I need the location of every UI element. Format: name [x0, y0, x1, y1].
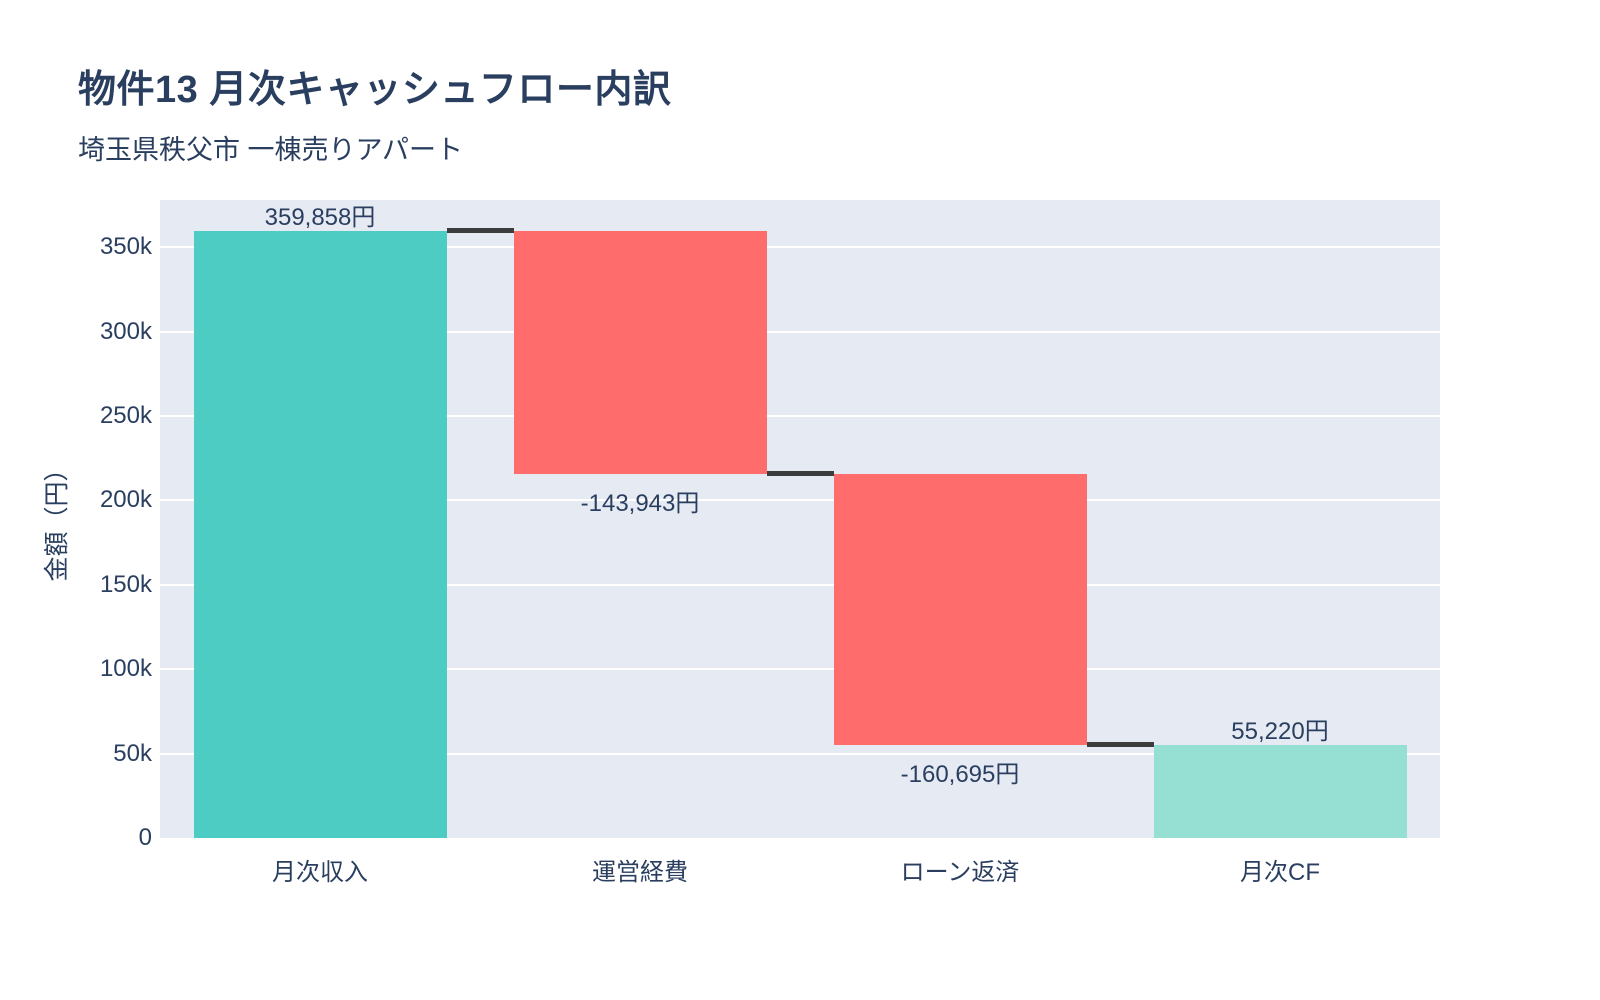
gridline-50000 [160, 752, 1440, 755]
gridline-300000 [160, 330, 1440, 333]
x-tick-label-1: 運営経費 [592, 859, 688, 886]
x-tick-label-3: 月次CF [1240, 859, 1320, 886]
x-tick-label-0: 月次収入 [272, 859, 368, 886]
y-axis-title: 金額（円） [43, 456, 71, 582]
bar-value-label-1: -143,943円 [580, 490, 700, 517]
gridline-200000 [160, 499, 1440, 502]
bar-value-label-2: -160,695円 [900, 761, 1020, 788]
y-tick-label-150k: 150k [99, 571, 152, 598]
bar-value-label-0: 359,858円 [264, 204, 376, 231]
waterfall-connector-1 [767, 471, 834, 476]
chart-subtitle: 埼玉県秩父市 一棟売りアパート [78, 135, 463, 165]
waterfall-connector-0 [447, 228, 514, 233]
y-tick-label-350k: 350k [99, 233, 152, 260]
waterfall-bar-2[interactable] [834, 474, 1087, 745]
y-tick-label-200k: 200k [99, 486, 152, 513]
gridline-100000 [160, 668, 1440, 671]
chart-title: 物件13 月次キャッシュフロー内訳 [78, 69, 672, 111]
y-tick-label-250k: 250k [99, 402, 152, 429]
x-tick-label-2: ローン返済 [900, 859, 1020, 886]
waterfall-connector-2 [1087, 742, 1154, 747]
bar-value-label-3: 55,220円 [1231, 718, 1329, 745]
gridline-250000 [160, 415, 1440, 418]
y-tick-label-300k: 300k [99, 318, 152, 345]
waterfall-bar-1[interactable] [514, 231, 767, 474]
plot-area [160, 200, 1440, 838]
waterfall-bar-0[interactable] [194, 231, 447, 838]
y-tick-label-0: 0 [138, 824, 152, 851]
y-tick-label-50k: 50k [113, 740, 152, 767]
y-tick-label-100k: 100k [99, 655, 152, 682]
gridline-150000 [160, 583, 1440, 586]
gridline-350000 [160, 246, 1440, 249]
waterfall-bar-3[interactable] [1154, 745, 1407, 838]
